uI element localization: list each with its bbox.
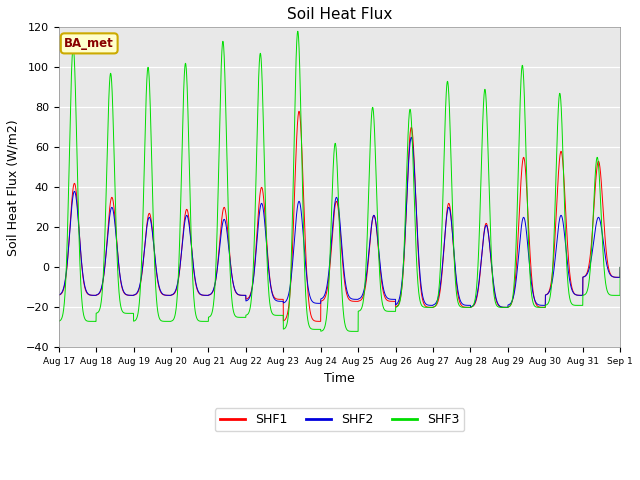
SHF1 bbox=[317, 319, 324, 324]
SHF1 bbox=[55, 292, 63, 298]
SHF3 bbox=[616, 264, 624, 270]
Text: BA_met: BA_met bbox=[65, 37, 114, 50]
SHF3 bbox=[294, 28, 301, 34]
SHF2 bbox=[435, 294, 442, 300]
SHF3 bbox=[355, 328, 362, 334]
X-axis label: Time: Time bbox=[324, 372, 355, 384]
SHF1 bbox=[616, 264, 624, 270]
SHF1 bbox=[497, 304, 505, 310]
SHF1 bbox=[435, 297, 442, 303]
Title: Soil Heat Flux: Soil Heat Flux bbox=[287, 7, 392, 22]
SHF2 bbox=[465, 302, 473, 308]
SHF1 bbox=[616, 275, 623, 280]
SHF2 bbox=[319, 295, 326, 301]
SHF3 bbox=[156, 316, 163, 322]
Legend: SHF1, SHF2, SHF3: SHF1, SHF2, SHF3 bbox=[214, 408, 464, 431]
SHF2 bbox=[504, 304, 512, 310]
SHF3 bbox=[55, 318, 63, 324]
SHF1 bbox=[156, 287, 163, 292]
SHF2 bbox=[156, 285, 163, 291]
SHF3 bbox=[319, 328, 326, 334]
SHF2 bbox=[616, 264, 624, 270]
Y-axis label: Soil Heat Flux (W/m2): Soil Heat Flux (W/m2) bbox=[7, 119, 20, 256]
SHF3 bbox=[466, 304, 474, 310]
SHF2 bbox=[408, 134, 415, 140]
SHF3 bbox=[616, 292, 623, 298]
SHF1 bbox=[466, 304, 474, 310]
SHF1 bbox=[319, 298, 326, 303]
Line: SHF1: SHF1 bbox=[59, 111, 620, 322]
SHF2 bbox=[497, 304, 505, 310]
SHF3 bbox=[497, 304, 505, 310]
Line: SHF3: SHF3 bbox=[59, 31, 620, 331]
Line: SHF2: SHF2 bbox=[59, 137, 620, 307]
SHF2 bbox=[55, 292, 63, 298]
SHF2 bbox=[616, 275, 623, 280]
SHF3 bbox=[435, 291, 442, 297]
SHF1 bbox=[295, 108, 303, 114]
